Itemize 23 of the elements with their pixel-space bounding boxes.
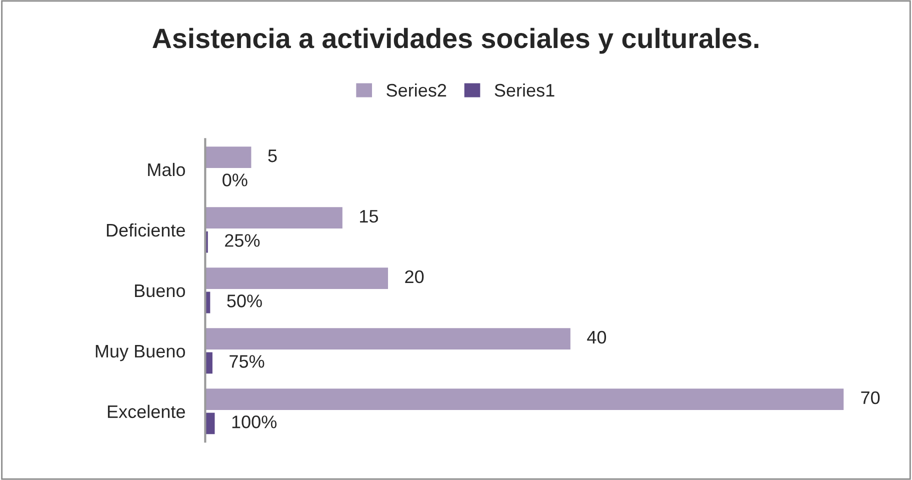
data-label: 70 (861, 391, 880, 404)
y-tick-label: Bueno (135, 284, 185, 298)
data-label: 5 (268, 150, 277, 162)
data-label: 0% (222, 174, 248, 186)
y-tick-label: Deficiente (106, 223, 185, 237)
chart-title: Asistencia a actividades sociales y culturales. (152, 28, 758, 54)
data-label: 20 (405, 270, 424, 284)
bar (205, 146, 252, 168)
legend-label: Series1 (494, 83, 554, 97)
data-label: 100% (232, 416, 277, 428)
data-label: 40 (587, 330, 606, 344)
legend-label: Series2 (386, 83, 446, 97)
y-tick-label: Malo (148, 162, 185, 176)
y-tick-label: Excelente (108, 404, 185, 418)
bar (205, 388, 844, 410)
data-label: 15 (360, 210, 378, 223)
data-label: 75% (230, 355, 264, 368)
data-label: 25% (225, 234, 260, 247)
y-tick-label: Muy Bueno (96, 345, 186, 362)
bar (205, 207, 342, 229)
bar (205, 268, 388, 290)
bar (205, 328, 570, 350)
data-label: 50% (227, 294, 262, 308)
